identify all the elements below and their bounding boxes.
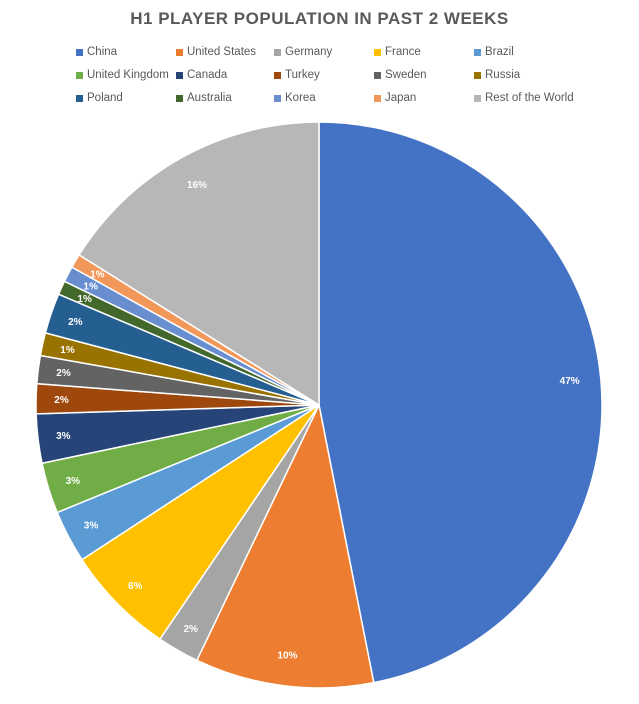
legend-item-russia: Russia — [474, 67, 574, 83]
legend-item-turkey: Turkey — [274, 67, 374, 83]
legend-label: Sweden — [385, 69, 427, 81]
legend-label: Korea — [285, 92, 316, 104]
legend-swatch — [274, 71, 281, 79]
legend-item-rest-of-the-world: Rest of the World — [474, 90, 574, 106]
pie-slice-china — [318, 121, 603, 684]
data-label-australia: 1% — [77, 294, 92, 305]
legend-item-france: France — [374, 44, 474, 60]
legend-swatch — [176, 71, 183, 79]
legend-swatch — [176, 48, 183, 56]
legend-label: United Kingdom — [87, 69, 169, 81]
data-label-canada: 3% — [56, 431, 71, 442]
legend-swatch — [374, 94, 381, 102]
legend-item-china: China — [76, 44, 176, 60]
legend-item-australia: Australia — [176, 90, 274, 106]
legend-item-poland: Poland — [76, 90, 176, 106]
legend-label: Japan — [385, 92, 417, 104]
legend-label: Germany — [285, 46, 333, 58]
legend-swatch — [76, 48, 83, 56]
legend-item-sweden: Sweden — [374, 67, 474, 83]
data-label-united-states: 10% — [277, 650, 297, 661]
legend-label: Turkey — [285, 69, 320, 81]
data-label-germany: 2% — [183, 624, 198, 635]
legend-item-korea: Korea — [274, 90, 374, 106]
legend-label: Australia — [187, 92, 232, 104]
data-label-turkey: 2% — [54, 395, 69, 406]
legend-label: Canada — [187, 69, 228, 81]
legend-label: Rest of the World — [485, 92, 574, 104]
legend-swatch — [76, 94, 83, 102]
legend-swatch — [374, 48, 381, 56]
legend-swatch — [274, 48, 281, 56]
legend-label: Russia — [485, 69, 521, 81]
data-label-brazil: 3% — [84, 520, 99, 531]
legend-swatch — [374, 71, 381, 79]
legend-label: Poland — [87, 92, 123, 104]
legend-label: China — [87, 46, 118, 58]
legend-label: United States — [187, 46, 257, 58]
legend-swatch — [474, 71, 481, 79]
legend-swatch — [176, 94, 183, 102]
data-label-japan: 1% — [90, 269, 105, 280]
data-label-united-kingdom: 3% — [66, 476, 81, 487]
legend-label: Brazil — [485, 46, 514, 58]
pie-slice-rest-of-the-world — [78, 121, 320, 407]
data-label-russia: 1% — [60, 345, 75, 356]
data-label-sweden: 2% — [56, 368, 71, 379]
legend-swatch — [76, 71, 83, 79]
legend-item-canada: Canada — [176, 67, 274, 83]
pie-slice-united-states — [195, 402, 375, 689]
legend-item-united-states: United States — [176, 44, 274, 60]
legend-swatch — [274, 94, 281, 102]
data-label-china: 47% — [560, 376, 580, 387]
legend-item-brazil: Brazil — [474, 44, 574, 60]
legend-item-united-kingdom: United Kingdom — [76, 67, 176, 83]
data-label-korea: 1% — [83, 281, 98, 292]
chart-legend: China United States Germany France Brazil Uni… — [76, 44, 636, 106]
legend-label: France — [385, 46, 421, 58]
legend-item-japan: Japan — [374, 90, 474, 106]
data-label-poland: 2% — [68, 317, 83, 328]
legend-swatch — [474, 94, 481, 102]
legend-item-germany: Germany — [274, 44, 374, 60]
legend-swatch — [474, 48, 481, 56]
data-label-france: 6% — [128, 581, 143, 592]
chart-title: H1 PLAYER POPULATION IN PAST 2 WEEKS — [130, 9, 509, 28]
data-label-rest-of-the-world: 16% — [187, 180, 207, 191]
